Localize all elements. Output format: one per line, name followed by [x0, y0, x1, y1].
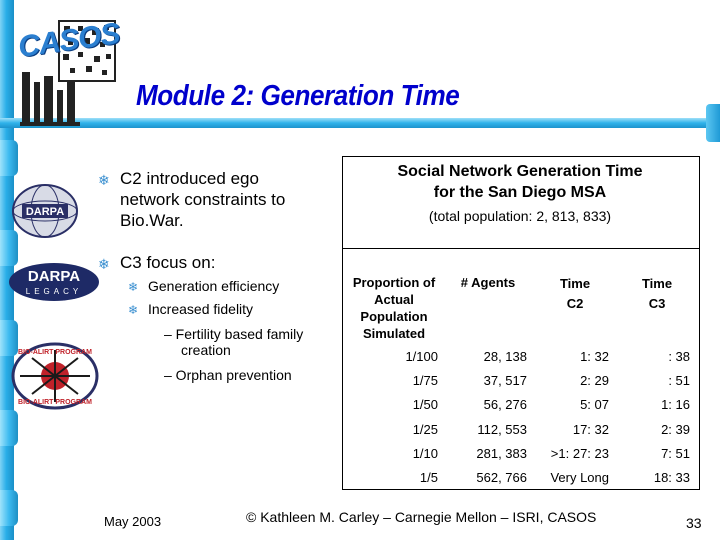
emblem-text: BIO-ALIRT PROGRAM: [18, 349, 92, 356]
darpa-globe-emblem: DARPA: [12, 184, 78, 238]
pipe-end-cap: [706, 104, 720, 142]
column-header-agents: # Agents: [460, 275, 516, 290]
casos-logo: CASOS: [8, 10, 121, 126]
logo-grid-icon: [58, 20, 116, 82]
table-cell: 2: 39: [661, 421, 690, 437]
emblem-text: BIO-ALIRT PROGRAM: [18, 399, 92, 406]
table-cell: >1: 27: 23: [550, 445, 609, 461]
logo-bars-icon: [20, 72, 80, 126]
table-cell: 2: 29: [580, 373, 609, 389]
page-number: 33: [686, 515, 702, 531]
bullet-text: C3 focus on:: [120, 253, 216, 272]
table-cell: 1/100: [405, 349, 438, 364]
snowflake-bullet-icon: ❄: [128, 303, 139, 317]
pipe-segment: [0, 490, 18, 526]
table-cell: 1/25: [412, 421, 438, 437]
table-subtitle: (total population: 2, 813, 833): [428, 208, 612, 224]
table-cell: 1: 16: [661, 397, 690, 413]
table-divider: [342, 248, 700, 249]
data-table: [342, 249, 700, 490]
table-cell: 1/5: [419, 470, 438, 485]
table-cell: 562, 766: [476, 470, 527, 485]
pipe-segment: [0, 320, 18, 356]
table-cell: Very Long: [550, 470, 609, 485]
pipe-segment: [0, 140, 18, 176]
table-cell: 1/10: [412, 445, 438, 461]
snowflake-bullet-icon: ❄: [128, 280, 139, 294]
left-pipe-decoration: [0, 0, 14, 540]
bio-alirt-emblem: BIO-ALIRT PROGRAM BIO-ALIRT PROGRAM: [11, 342, 99, 410]
table-cell: 18: 33: [653, 470, 690, 485]
darpa-legacy-emblem: DARPA LEGACY: [9, 263, 99, 301]
footer-credit: © Kathleen M. Carley – Carnegie Mellon –…: [246, 509, 597, 525]
table-cell: 7: 51: [661, 445, 690, 461]
table-cell: 1/50: [412, 397, 438, 413]
column-header-time-c3: Time C3: [641, 276, 673, 311]
table-cell: 17: 32: [572, 421, 609, 437]
table-cell: 5: 07: [580, 397, 609, 413]
emblem-text: DARPA: [28, 268, 80, 285]
footer-date: May 2003: [104, 514, 162, 529]
pipe-segment: [0, 410, 18, 446]
table-cell: 28, 138: [483, 349, 527, 364]
table-cell: 112, 553: [477, 421, 527, 437]
snowflake-bullet-icon: ❄: [98, 172, 110, 188]
table-cell: 281, 383: [476, 445, 527, 461]
top-pipe-decoration: [0, 118, 720, 128]
table-cell: 56, 276: [483, 397, 527, 413]
column-header-proportion: Proportion of Actual Population Simulate…: [352, 275, 436, 341]
bullet-text: C2 introduced ego network constraints to…: [120, 169, 286, 230]
column-header-time-c2: Time C2: [559, 276, 591, 311]
table-cell: : 38: [668, 349, 690, 364]
table-title: Social Network Generation Time for the S…: [397, 163, 643, 201]
pipe-segment: [0, 230, 18, 266]
snowflake-bullet-icon: ❄: [98, 256, 110, 272]
table-cell: 1/75: [412, 373, 438, 389]
emblem-text: DARPA: [26, 206, 64, 218]
dash-item: – Orphan prevention: [164, 367, 292, 383]
table-cell: : 51: [668, 373, 690, 389]
table-cell: 37, 517: [483, 373, 527, 389]
table-header-box: [342, 156, 700, 249]
slide-title: Module 2: Generation Time: [136, 80, 460, 112]
emblem-text: LEGACY: [26, 287, 82, 296]
table-cell: 1: 32: [580, 349, 609, 364]
dash-item: – Fertility based family creation: [164, 326, 304, 358]
